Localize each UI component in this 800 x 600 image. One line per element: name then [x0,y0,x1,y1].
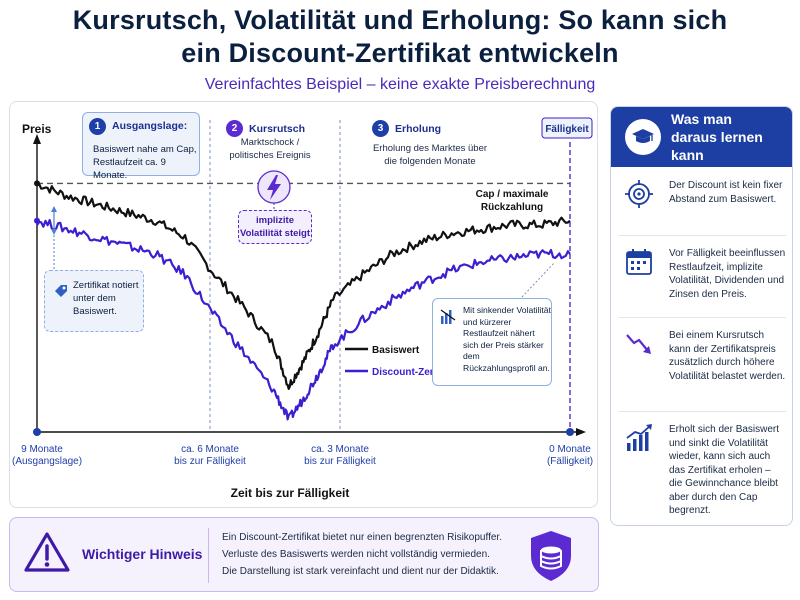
step-1-title: Ausgangslage: [112,120,188,132]
x-tick-end [566,428,574,436]
step-2-text: Marktschock / politisches Ereignis [220,136,320,162]
x-tick-0m-line1: 0 Monate [549,444,591,455]
lightning-icon [257,170,291,204]
lesson-text-3: Bei einem Kursrutsch kann der Zertifikat… [669,330,786,382]
notice-title: Wichtiger Hinweis [82,546,203,562]
step-1-number: 1 [89,118,106,135]
cap-label-line-1: Cap / maximale [476,189,549,200]
below-callout: Zertifikat notiert unter dem Basiswert. [44,270,144,332]
step-3-number: 3 [372,120,389,137]
trend-up-icon [619,423,659,518]
step-3-heading: 3 Erholung [372,120,441,137]
x-tick-9m: 9 Monate (Ausgangslage) [12,444,83,468]
x-tick-9m-line2: (Ausgangslage) [12,456,83,467]
lessons-title: Was man daraus lernen kann [671,111,763,163]
step-1-text-line2: Restlaufzeit ca. 9 Monate. [93,157,166,181]
chart-icon [439,307,457,329]
price-chart: Basiswert Discount-Zertifikat Preis Cap … [22,117,593,500]
graduation-cap-icon [625,119,661,155]
page-subtitle: Vereinfachtes Beispiel – keine exakte Pr… [204,76,596,93]
lesson-item-3: Bei einem Kursrutsch kann der Zertifikat… [619,329,786,383]
lesson-text-4: Erholt sich der Basiswert und sinkt die … [669,424,780,516]
title-line-1: Kursrutsch, Volatilität und Erholung: So… [72,5,728,35]
x-tick-3m-line1: ca. 3 Monate [311,444,369,455]
step-2-number: 2 [226,120,243,137]
x-tick-9m-line1: 9 Monate [21,444,63,455]
cap-label-line-2: Rückzahlung [481,202,543,213]
trend-down-icon [619,329,659,383]
x-tick-3m: ca. 3 Monate bis zur Fälligkeit [300,444,380,468]
x-axis-label: Zeit bis zur Fälligkeit [231,486,350,500]
maturity-tag-box [541,117,593,139]
lesson-divider-2 [619,317,786,318]
x-tick-0m: 0 Monate (Fälligkeit) [540,444,600,468]
notice-line-3: Die Darstellung ist stark vereinfacht un… [222,566,499,577]
maturity-tag-label: Fälligkeit [545,124,589,135]
calendar-icon [619,247,659,301]
convergence-callout-text: Mit sinkender Volatilität und kürzerer R… [463,305,551,373]
y-axis-label: Preis [22,122,52,136]
step-2-heading: 2 Kursrutsch [226,120,305,137]
lesson-item-4: Erholt sich der Basiswert und sinkt die … [619,423,786,518]
step-2-title: Kursrutsch [249,122,306,135]
page-title: Kursrutsch, Volatilität und Erholung: So… [0,4,800,70]
notice-divider [208,528,209,583]
important-notice: Wichtiger Hinweis Ein Discount-Zertifika… [9,517,599,592]
convergence-connector [521,261,556,298]
gap-arrow-head-bottom [51,229,57,235]
warning-icon [24,531,70,578]
series-line-zertifikat [36,218,571,421]
x-tick-6m-line2: bis zur Fälligkeit [174,456,246,467]
series-start-point-basiswert [34,180,40,187]
step-3-text: Erholung des Marktes über die folgenden … [360,142,500,168]
notice-text: Ein Discount-Zertifikat bietet nur einen… [222,529,502,580]
lesson-text-2: Vor Fälligkeit beeinflussen Restlaufzeit… [669,248,786,300]
volatility-callout: implizite Volatilität steigt [238,210,312,244]
step-3-text-line1: Erholung des Marktes über [372,143,488,154]
price-tag-icon [53,283,69,303]
x-tick-start [33,428,41,436]
legend-label-basiswert: Basiswert [372,345,420,356]
title-line-2: ein Discount-Zertifikat entwickeln [181,38,619,68]
step-1-callout: 1 Ausgangslage: Basiswert nahe am Cap, R… [82,112,200,181]
series-line-basiswert [36,182,571,390]
lesson-divider-3 [619,411,786,412]
step-3-text-line2: die folgenden Monate [384,156,476,167]
step-1-text-line1: Basiswert nahe am Cap, [93,144,197,155]
lessons-panel: Was man daraus lernen kann Der Discount … [610,106,793,526]
legend-label-zertifikat: Discount-Zertifikat [372,367,461,378]
y-axis-arrow [33,134,41,144]
lessons-header: Was man daraus lernen kann [611,107,792,167]
below-callout-text: Zertifikat notiert unter dem Basiswert. [73,280,139,317]
x-tick-6m-line1: ca. 6 Monate [181,444,239,455]
lesson-item-1: Der Discount ist kein fixer Abstand zum … [619,179,786,209]
x-tick-6m: ca. 6 Monate bis zur Fälligkeit [170,444,250,468]
series-start-point-zertifikat [34,217,40,224]
notice-line-1: Ein Discount-Zertifikat bietet nur einen… [222,532,502,543]
chart-panel: Basiswert Discount-Zertifikat Preis Cap … [9,101,598,508]
x-axis-arrow [576,428,586,436]
step-3-title: Erholung [395,122,442,135]
series-layer [34,180,571,421]
step-1-text: Basiswert nahe am Cap, Restlaufzeit ca. … [93,143,199,182]
step-2-text-line2: politisches Ereignis [229,150,311,161]
notice-line-2: Verluste des Basiswerts werden nicht vol… [222,549,490,560]
shield-database-icon [526,528,576,589]
step-1-heading: 1 Ausgangslage: [89,118,187,135]
lesson-text-1: Der Discount ist kein fixer Abstand zum … [669,180,783,205]
target-icon [619,179,659,209]
x-tick-0m-line2: (Fälligkeit) [546,456,594,467]
x-tick-3m-line2: bis zur Fälligkeit [304,456,376,467]
step-2-text-line1: Marktschock / [240,137,300,148]
lesson-item-2: Vor Fälligkeit beeinflussen Restlaufzeit… [619,247,786,301]
lesson-divider-1 [619,235,786,236]
convergence-callout: Mit sinkender Volatilität und kürzerer R… [432,298,552,386]
gap-arrow-head-top [51,206,57,212]
